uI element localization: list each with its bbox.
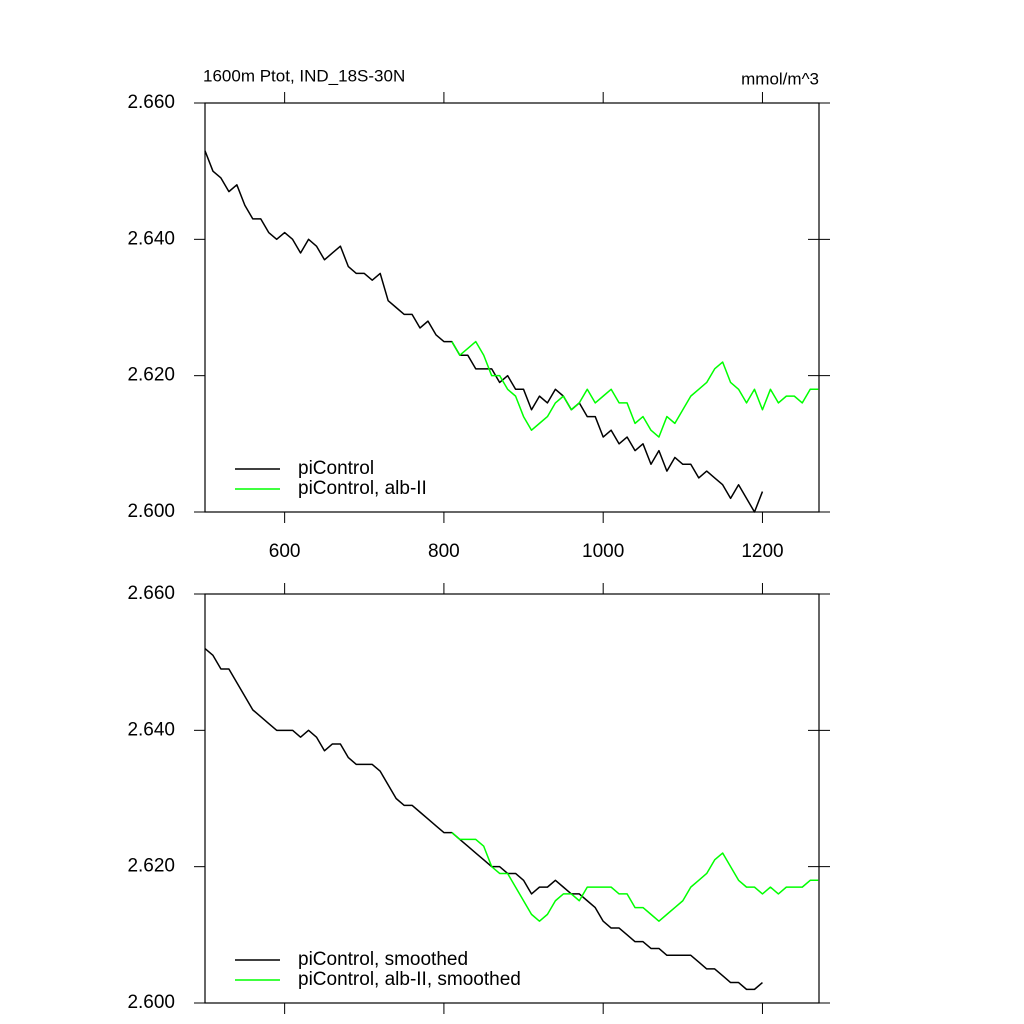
- y-tick-label: 2.660: [127, 583, 175, 604]
- legend-label: piControl, alb-II, smoothed: [298, 969, 521, 990]
- y-tick-label: 2.600: [127, 992, 175, 1013]
- chart-title: 1600m Ptot, IND_18S-30N: [203, 66, 405, 85]
- plot-frame: [204, 102, 820, 513]
- y-tick-label: 2.600: [127, 501, 175, 522]
- y-tick-label: 2.640: [127, 228, 175, 249]
- legend-label: piControl, smoothed: [298, 949, 468, 970]
- y-tick-label: 2.620: [127, 856, 175, 877]
- x-tick-label: 1200: [741, 541, 783, 562]
- series-line: [451, 832, 819, 922]
- series-line: [451, 340, 819, 438]
- x-tick-label: 1000: [582, 541, 624, 562]
- x-tick-label: 600: [269, 541, 301, 562]
- plot-frame: [204, 593, 820, 1004]
- legend-label: piControl, alb-II: [298, 478, 427, 499]
- y-tick-label: 2.660: [127, 92, 175, 113]
- y-tick-label: 2.640: [127, 719, 175, 740]
- units-label: mmol/m^3: [741, 69, 819, 88]
- series-line: [204, 150, 764, 513]
- series-line: [204, 647, 763, 991]
- x-tick-label: 800: [428, 541, 460, 562]
- y-tick-label: 2.620: [127, 365, 175, 386]
- legend-label: piControl: [298, 458, 374, 479]
